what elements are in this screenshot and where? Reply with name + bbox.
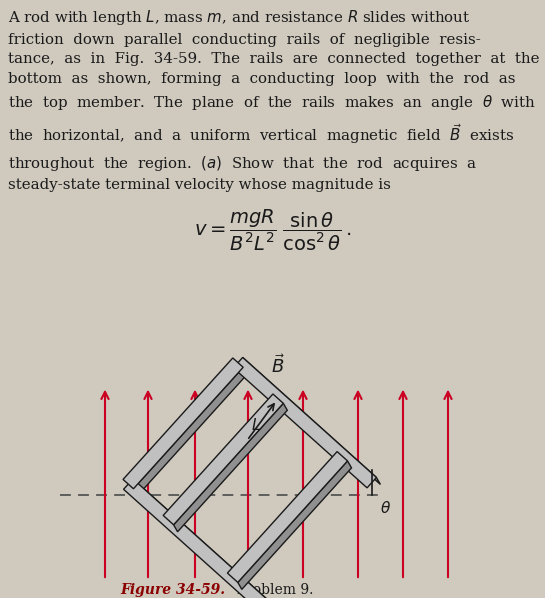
Text: Figure 34-59.: Figure 34-59.: [120, 583, 225, 597]
Text: Problem 9.: Problem 9.: [228, 583, 313, 597]
Polygon shape: [233, 358, 377, 488]
Polygon shape: [238, 461, 352, 590]
Polygon shape: [123, 358, 243, 489]
Text: A rod with length $L$, mass $m$, and resistance $R$ slides without
friction  dow: A rod with length $L$, mass $m$, and res…: [8, 8, 540, 192]
Polygon shape: [163, 394, 283, 525]
Text: $\vec{B}$: $\vec{B}$: [271, 354, 285, 377]
Polygon shape: [243, 358, 380, 484]
Polygon shape: [124, 479, 267, 598]
Polygon shape: [133, 479, 271, 598]
Text: $\theta$: $\theta$: [380, 499, 391, 515]
Polygon shape: [227, 451, 348, 582]
Text: $L$: $L$: [251, 417, 261, 432]
Polygon shape: [173, 403, 287, 532]
Text: $v = \dfrac{mgR}{B^2L^2}\;\dfrac{\sin\theta}{\cos^2\theta}\,.$: $v = \dfrac{mgR}{B^2L^2}\;\dfrac{\sin\th…: [194, 208, 352, 254]
Polygon shape: [134, 367, 247, 496]
